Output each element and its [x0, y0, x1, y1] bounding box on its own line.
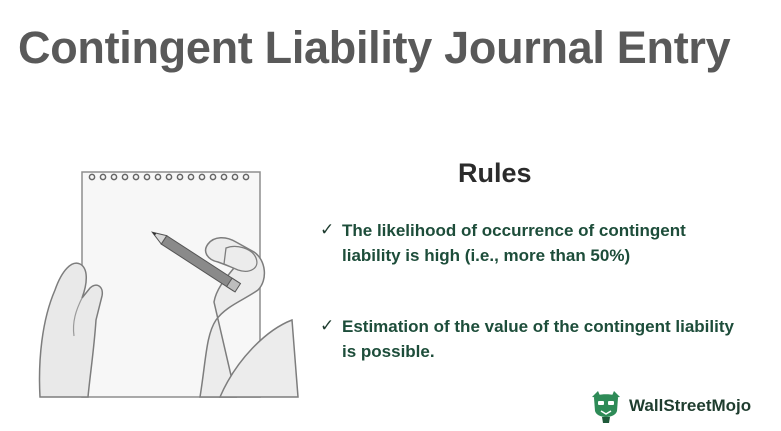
mascot-logo-icon: [592, 391, 620, 423]
rules-heading: Rules: [458, 158, 532, 188]
rule-item: ✓ The likelihood of occurrence of contin…: [320, 218, 740, 268]
brand-name: WallStreetMojo: [629, 396, 752, 415]
rule-text: Estimation of the value of the contingen…: [342, 317, 734, 361]
rule-item: ✓ Estimation of the value of the conting…: [320, 314, 740, 364]
notepad-writing-icon: [38, 171, 299, 398]
brand-logo: WallStreetMojo: [588, 389, 751, 423]
checkmark-icon: ✓: [320, 220, 335, 239]
rule-text: The likelihood of occurrence of continge…: [342, 221, 686, 265]
page-title: Contingent Liability Journal Entry: [18, 22, 731, 73]
checkmark-icon: ✓: [320, 316, 335, 335]
